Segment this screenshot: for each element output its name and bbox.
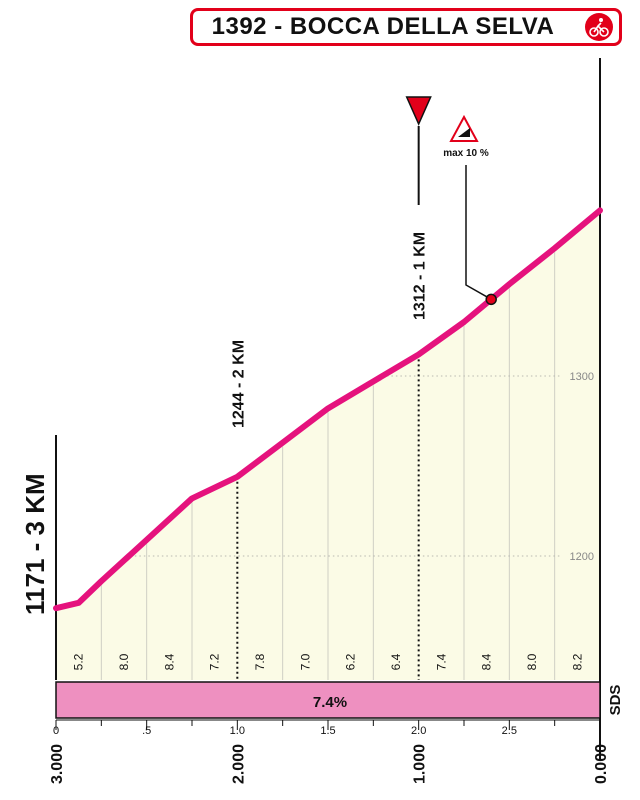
x-top-tick-label: 2.5 [502, 725, 517, 737]
x-bottom-tick-label: 1.000 [412, 744, 429, 784]
gradient-warning-glyph [458, 128, 470, 137]
x-bottom-tick-label: 2.000 [230, 744, 247, 784]
gradient-warning-icon [449, 114, 479, 142]
max-gradient-point [485, 293, 497, 306]
segment-gradient-label: 7.2 [208, 653, 222, 670]
segment-gradient-label: 7.0 [298, 653, 312, 670]
x-top-tick-label: 1.5 [320, 725, 335, 737]
segment-gradient-label: 6.2 [344, 653, 358, 670]
title-banner: 1392 - BOCCA DELLA SELVA [190, 8, 622, 46]
elevation-tick-label: 1300 [570, 371, 594, 383]
segment-gradient-label: 6.4 [389, 653, 403, 670]
x-top-tick-label: 0 [53, 725, 59, 737]
chart-title: 1392 - BOCCA DELLA SELVA [211, 13, 555, 40]
cyclist-icon [585, 13, 613, 41]
segment-gradient-label: 8.2 [570, 653, 584, 670]
elevation-tick-label: 1200 [570, 551, 594, 563]
profile-line [53, 207, 603, 612]
max-gradient-label: max 10 % [443, 148, 489, 159]
x-top-tick-label: 2.0 [411, 725, 426, 737]
segment-gradient-label: 8.4 [162, 653, 176, 670]
waypoint-label: 1312 - 1 KM [412, 232, 429, 320]
segment-gradient-label: 8.4 [480, 653, 494, 670]
waypoint-label: 1244 - 2 KM [230, 340, 247, 428]
x-bottom-tick-label: 0.000 [593, 744, 610, 784]
segment-gradient-label: 8.0 [117, 653, 131, 670]
segment-gradient-label: 5.2 [72, 653, 86, 670]
segment-gradient-label: 7.4 [434, 653, 448, 670]
average-gradient-band [55, 681, 601, 719]
segment-gradient-label: 7.8 [253, 653, 267, 670]
max-gradient-leader [465, 165, 492, 300]
brand-label: SDS [607, 685, 624, 716]
average-gradient-label: 7.4% [313, 694, 347, 711]
last-km-flag-icon [405, 96, 432, 126]
x-top-tick-label: .5 [142, 725, 151, 737]
x-bottom-tick-label: 3.000 [49, 744, 66, 784]
x-top-tick-label: 1.0 [230, 725, 245, 737]
start-label: 1171 - 3 KM [20, 473, 50, 615]
segment-gradient-label: 8.0 [525, 653, 539, 670]
